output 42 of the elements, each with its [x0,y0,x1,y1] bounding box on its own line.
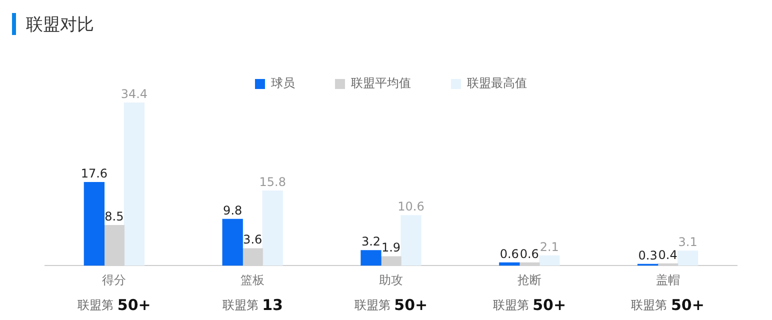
bar [84,182,105,266]
bar [400,215,422,266]
x-tick-label: 助攻 [379,272,403,287]
data-label: 10.6 [398,200,424,214]
data-label: 17.6 [80,166,108,180]
text: 联盟第 50+ [78,296,151,314]
text: 联盟第 50+ [492,296,566,314]
data-label: 0.6 [520,246,539,261]
data-label: 3.2 [361,234,381,249]
bar [539,255,560,266]
data-label: 3.1 [678,235,698,250]
bar [499,262,520,266]
bar [124,102,145,266]
legend-label: 联盟平均值 [351,76,411,90]
x-tick-label: 得分 [102,272,126,287]
bar [360,250,382,266]
x-tick-label: 抢断 [517,272,542,287]
data-label: 8.5 [104,210,124,224]
data-label: 0.3 [638,248,658,262]
text: 联盟第 50+ [631,296,704,314]
data-label: 15.8 [259,174,286,189]
data-label: 0.6 [500,246,519,261]
bar [104,225,125,266]
data-label: 0.4 [658,248,678,262]
text: 联盟第 13 [222,296,283,314]
bar [222,218,243,266]
bar [242,248,263,266]
bar [380,256,402,266]
data-label: 34.4 [120,86,148,101]
data-label: 1.9 [381,240,401,255]
legend-label: 球员 [271,76,295,90]
legend-label: 联盟最高值 [467,76,527,90]
bar [519,262,540,266]
x-tick-label: 篮板 [240,272,265,287]
data-label: 2.1 [540,240,559,254]
bar [677,250,698,266]
data-label: 3.6 [243,232,262,247]
x-tick-label: 盖帽 [656,272,680,287]
data-label: 9.8 [223,203,242,218]
chart-title: 联盟对比 [26,14,94,36]
bar [262,190,283,266]
text: 联盟第 50+ [354,296,428,314]
